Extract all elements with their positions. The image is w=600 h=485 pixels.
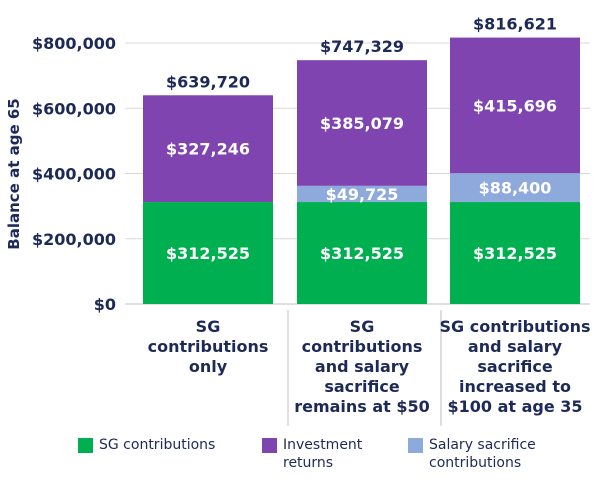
data-label: $312,525 — [166, 244, 250, 263]
x-category-label: SG — [196, 317, 221, 336]
y-axis-label: Balance at age 65 — [5, 98, 23, 249]
x-category-label: SG contributions — [440, 317, 591, 336]
x-category-label: remains at $50 — [294, 397, 430, 416]
data-label: $312,525 — [320, 244, 404, 263]
bar-segment — [297, 185, 427, 203]
legend-swatch-salary-sacrifice — [408, 438, 423, 453]
data-label: $415,696 — [473, 96, 557, 115]
x-category-label: increased to — [459, 377, 571, 396]
x-category-label: and salary — [468, 337, 563, 356]
x-category-label: only — [189, 357, 228, 376]
data-label: $327,246 — [166, 140, 250, 159]
data-label: $312,525 — [473, 244, 557, 263]
bar-segment — [450, 37, 580, 174]
total-label: $747,329 — [320, 37, 404, 56]
legend-swatch-sg-contributions — [78, 438, 93, 453]
y-tick-label: $200,000 — [32, 230, 116, 249]
bar-segment — [297, 202, 427, 304]
bar-segment — [143, 95, 273, 203]
legend-label: SG contributions — [99, 437, 216, 453]
bar-segment — [143, 202, 273, 304]
x-category-label: SG — [350, 317, 375, 336]
legend-item-salary-sacrifice: Salary sacrifice contributions — [408, 436, 536, 472]
x-category-label: contributions — [302, 337, 423, 356]
x-category-label: contributions — [148, 337, 269, 356]
legend-item-sg-contributions: SG contributions — [78, 436, 215, 454]
y-tick-label: $0 — [94, 295, 116, 314]
total-label: $639,720 — [166, 72, 250, 91]
y-tick-label: $800,000 — [32, 34, 116, 53]
legend: SG contributions Investment returns Sala… — [0, 436, 600, 480]
data-label: $385,079 — [320, 114, 404, 133]
legend-item-investment-returns: Investment returns — [262, 436, 362, 472]
x-category-label: sacrifice — [324, 377, 400, 396]
x-category-label: $100 at age 35 — [447, 397, 582, 416]
data-label: $49,725 — [326, 185, 399, 204]
bar-segment — [450, 202, 580, 304]
bar-segment — [297, 60, 427, 186]
bar-segment — [450, 173, 580, 203]
x-category-label: sacrifice — [477, 357, 553, 376]
total-label: $816,621 — [473, 15, 557, 34]
y-tick-label: $600,000 — [32, 99, 116, 118]
y-tick-label: $400,000 — [32, 165, 116, 184]
stacked-bar-chart: $0 $200,000 $400,000 $600,000 $800,000 Balanc… — [5, 15, 591, 426]
legend-label: Investment returns — [283, 437, 363, 471]
legend-swatch-investment-returns — [262, 438, 277, 453]
legend-label: Salary sacrifice contributions — [429, 437, 536, 471]
data-label: $88,400 — [479, 179, 552, 198]
x-category-label: and salary — [315, 357, 410, 376]
